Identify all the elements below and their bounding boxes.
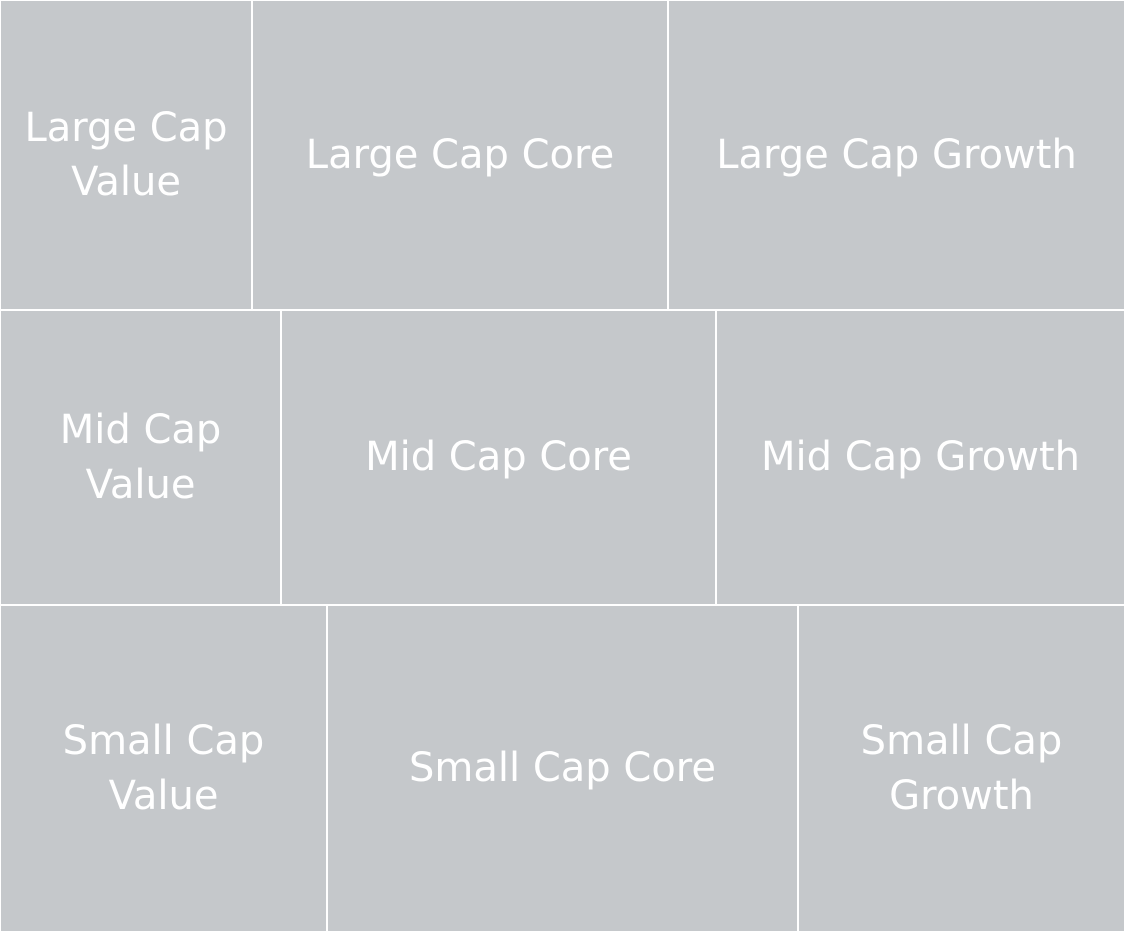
- treemap-tile: Small Cap Growth: [798, 605, 1125, 932]
- tile-label: Large Cap Value: [24, 104, 228, 205]
- tile-label: Mid Cap Core: [365, 434, 632, 481]
- treemap-tile: Mid Cap Growth: [716, 310, 1125, 605]
- tile-label: Small Cap Core: [409, 745, 716, 792]
- treemap-tile: Large Cap Core: [252, 0, 668, 310]
- treemap-tile: Small Cap Value: [0, 605, 327, 932]
- tile-label: Mid Cap Growth: [760, 434, 1081, 481]
- treemap-tile: Large Cap Growth: [668, 0, 1125, 310]
- tile-label: Large Cap Growth: [716, 131, 1077, 178]
- tile-label: Small Cap Growth: [860, 718, 1063, 819]
- treemap-tile: Mid Cap Value: [0, 310, 281, 605]
- treemap-tile: Small Cap Core: [327, 605, 798, 932]
- tile-label: Large Cap Core: [305, 131, 615, 178]
- treemap-tile: Large Cap Value: [0, 0, 252, 310]
- tile-label: Small Cap Value: [62, 718, 265, 819]
- tile-label: Mid Cap Value: [59, 407, 222, 508]
- treemap-tile: Mid Cap Core: [281, 310, 716, 605]
